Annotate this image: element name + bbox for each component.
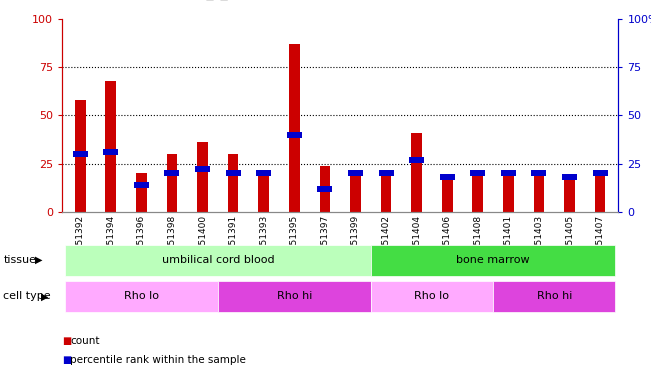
Bar [592, 170, 607, 176]
Bar [534, 173, 544, 212]
Bar [287, 132, 302, 138]
Bar [562, 174, 577, 180]
Text: percentile rank within the sample: percentile rank within the sample [70, 355, 246, 365]
Text: Rho lo: Rho lo [124, 291, 159, 302]
Bar [75, 100, 85, 212]
Bar [439, 174, 454, 180]
Bar [197, 142, 208, 212]
Bar [165, 170, 180, 176]
Text: ▶: ▶ [35, 255, 43, 265]
Text: tissue: tissue [3, 255, 36, 265]
Bar [318, 186, 333, 192]
Text: Rho lo: Rho lo [415, 291, 449, 302]
Bar [73, 151, 88, 157]
Bar [228, 154, 238, 212]
Bar [564, 179, 575, 212]
Text: umbilical cord blood: umbilical cord blood [161, 255, 274, 265]
Bar [531, 170, 546, 176]
Text: Rho hi: Rho hi [277, 291, 312, 302]
Bar [411, 133, 422, 212]
Bar [470, 170, 485, 176]
Bar [134, 182, 149, 188]
Bar [289, 44, 299, 212]
Bar [378, 170, 393, 176]
Bar [256, 170, 271, 176]
Bar [503, 173, 514, 212]
Bar [348, 170, 363, 176]
Bar [442, 175, 452, 212]
Bar [258, 173, 269, 212]
Bar [105, 81, 116, 212]
Text: ▶: ▶ [41, 291, 49, 302]
Bar [136, 173, 146, 212]
Bar [473, 173, 483, 212]
Bar [195, 166, 210, 172]
Bar [226, 170, 241, 176]
Bar [167, 154, 177, 212]
Bar [501, 170, 516, 176]
Text: ■: ■ [62, 355, 71, 365]
Bar [350, 173, 361, 212]
Bar [409, 157, 424, 163]
Bar [320, 165, 330, 212]
Text: Rho hi: Rho hi [536, 291, 572, 302]
Bar [595, 171, 605, 212]
Text: cell type: cell type [3, 291, 51, 302]
Text: bone marrow: bone marrow [456, 255, 530, 265]
Text: ■: ■ [62, 336, 71, 346]
Text: count: count [70, 336, 100, 346]
Bar [381, 173, 391, 212]
Bar [104, 149, 118, 155]
